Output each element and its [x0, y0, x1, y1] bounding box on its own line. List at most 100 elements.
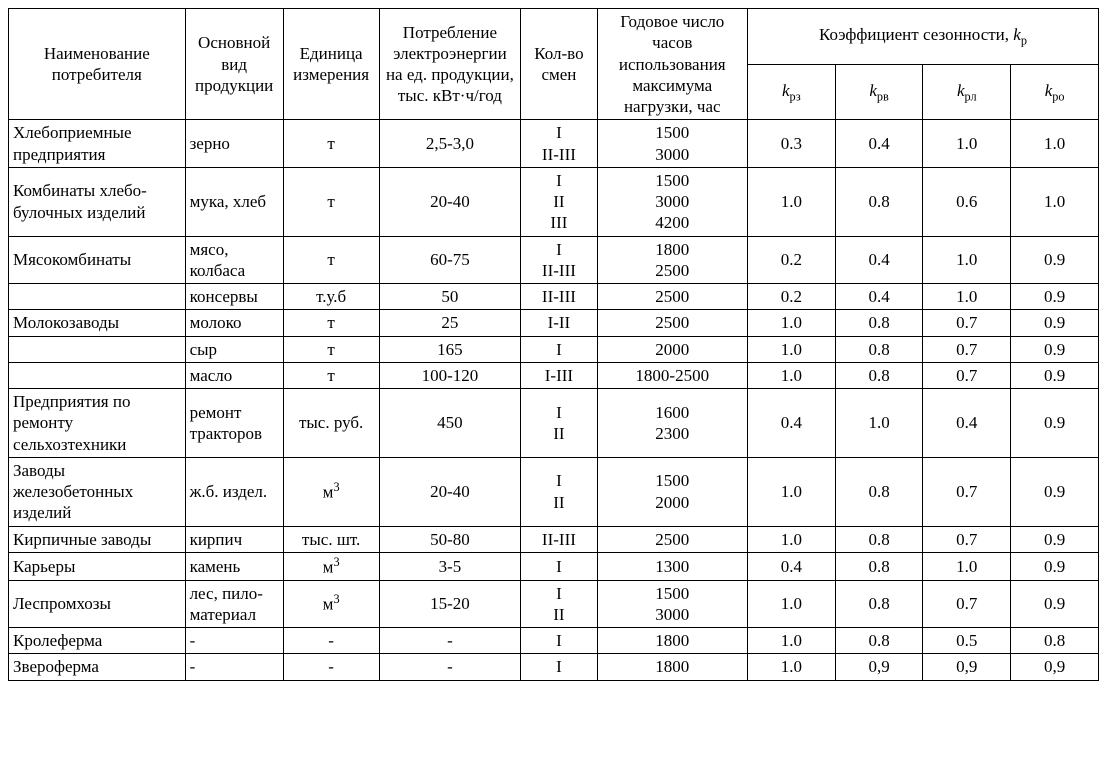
cell-consumption: 2,5-3,0 — [379, 120, 521, 168]
cell-k3: 0.7 — [923, 336, 1011, 362]
table-head: Наименование потребителя Основной вид пр… — [9, 9, 1099, 120]
cell-k2: 0.4 — [835, 236, 923, 284]
consumers-table: Наименование потребителя Основной вид пр… — [8, 8, 1099, 681]
cell-k2: 0.8 — [835, 457, 923, 526]
hours-value: 1800 — [602, 239, 743, 260]
hours-value: 2300 — [602, 423, 743, 444]
cell-k4: 0.9 — [1011, 336, 1099, 362]
cell-consumption: - — [379, 628, 521, 654]
cell-k3: 0.7 — [923, 580, 1011, 628]
shift-value: II-III — [525, 144, 592, 165]
cell-k3: 1.0 — [923, 236, 1011, 284]
cell-unit: м3 — [283, 552, 379, 580]
cell-k1: 1.0 — [747, 654, 835, 680]
cell-unit: тыс. шт. — [283, 526, 379, 552]
table-row: сырт165I20001.00.80.70.9 — [9, 336, 1099, 362]
k3-sub: рл — [965, 89, 977, 103]
cell-k1: 1.0 — [747, 526, 835, 552]
cell-k3: 0.7 — [923, 457, 1011, 526]
cell-shifts: I — [521, 552, 597, 580]
shift-value: I — [525, 339, 592, 360]
cell-unit: тыс. руб. — [283, 389, 379, 458]
cell-k1: 0.2 — [747, 284, 835, 310]
shift-value: II — [525, 423, 592, 444]
cell-k4: 0.9 — [1011, 552, 1099, 580]
cell-shifts: II-III — [521, 526, 597, 552]
k3-sym: k — [957, 81, 965, 100]
cell-k3: 0,9 — [923, 654, 1011, 680]
table-row: Звероферма---I18001.00,90,90,9 — [9, 654, 1099, 680]
hours-value: 1500 — [602, 122, 743, 143]
cell-product: ж.б. издел. — [185, 457, 283, 526]
cell-k2: 0.8 — [835, 526, 923, 552]
cell-k4: 0.9 — [1011, 362, 1099, 388]
cell-consumption: 3-5 — [379, 552, 521, 580]
cell-hours: 1800-2500 — [597, 362, 747, 388]
shift-value: I — [525, 630, 592, 651]
table-row: Леспромхозылес, пило-материалм315-20III1… — [9, 580, 1099, 628]
cell-k4: 0.9 — [1011, 389, 1099, 458]
cell-k3: 0.7 — [923, 310, 1011, 336]
cell-k3: 0.7 — [923, 362, 1011, 388]
cell-shifts: III — [521, 389, 597, 458]
cell-shifts: I-II — [521, 310, 597, 336]
cell-k2: 0.8 — [835, 628, 923, 654]
cell-unit: т — [283, 236, 379, 284]
col-k4: kро — [1011, 64, 1099, 120]
cell-unit: т — [283, 310, 379, 336]
col-unit: Единица измерения — [283, 9, 379, 120]
col-k2: kрв — [835, 64, 923, 120]
cell-name: Леспромхозы — [9, 580, 186, 628]
cell-name: Кирпичные заводы — [9, 526, 186, 552]
cell-product: ремонт тракторов — [185, 389, 283, 458]
cell-consumption: 20-40 — [379, 167, 521, 236]
shift-value: II-III — [525, 260, 592, 281]
shift-value: III — [525, 212, 592, 233]
coef-group-label: Коэффициент сезонности, — [819, 25, 1013, 44]
k2-sym: k — [869, 81, 877, 100]
cell-k4: 0.9 — [1011, 236, 1099, 284]
shift-value: I-III — [525, 365, 592, 386]
shift-value: II — [525, 492, 592, 513]
cell-name — [9, 362, 186, 388]
cell-hours: 1800 — [597, 654, 747, 680]
hours-value: 1800 — [602, 656, 743, 677]
cell-hours: 1300 — [597, 552, 747, 580]
cell-hours: 2500 — [597, 526, 747, 552]
col-shifts: Кол-во смен — [521, 9, 597, 120]
shift-value: I — [525, 656, 592, 677]
cell-product: зерно — [185, 120, 283, 168]
cell-consumption: 50-80 — [379, 526, 521, 552]
cell-product: - — [185, 628, 283, 654]
shift-value: I — [525, 239, 592, 260]
hours-value: 3000 — [602, 604, 743, 625]
cell-product: масло — [185, 362, 283, 388]
cell-k1: 0.3 — [747, 120, 835, 168]
cell-k4: 0,9 — [1011, 654, 1099, 680]
table-row: Карьерыкаменьм33-5I13000.40.81.00.9 — [9, 552, 1099, 580]
k4-sub: ро — [1052, 89, 1064, 103]
cell-k2: 1.0 — [835, 389, 923, 458]
cell-k4: 1.0 — [1011, 167, 1099, 236]
hours-value: 3000 — [602, 144, 743, 165]
cell-product: - — [185, 654, 283, 680]
cell-k2: 0.4 — [835, 120, 923, 168]
table-row: Заводы железобетонных изделийж.б. издел.… — [9, 457, 1099, 526]
hours-value: 2500 — [602, 312, 743, 333]
shift-value: II — [525, 604, 592, 625]
col-product: Основной вид продукции — [185, 9, 283, 120]
table-body: Хлебоприемные предприятиязернот2,5-3,0II… — [9, 120, 1099, 680]
cell-hours: 2500 — [597, 310, 747, 336]
cell-product: консервы — [185, 284, 283, 310]
cell-k4: 0.9 — [1011, 526, 1099, 552]
cell-k1: 1.0 — [747, 167, 835, 236]
cell-k2: 0.8 — [835, 552, 923, 580]
cell-product: молоко — [185, 310, 283, 336]
cell-shifts: III-III — [521, 120, 597, 168]
cell-k3: 1.0 — [923, 552, 1011, 580]
cell-k4: 0.9 — [1011, 580, 1099, 628]
col-hours: Годовое число часов использования максим… — [597, 9, 747, 120]
shift-value: I — [525, 402, 592, 423]
cell-k2: 0,9 — [835, 654, 923, 680]
cell-k3: 0.7 — [923, 526, 1011, 552]
